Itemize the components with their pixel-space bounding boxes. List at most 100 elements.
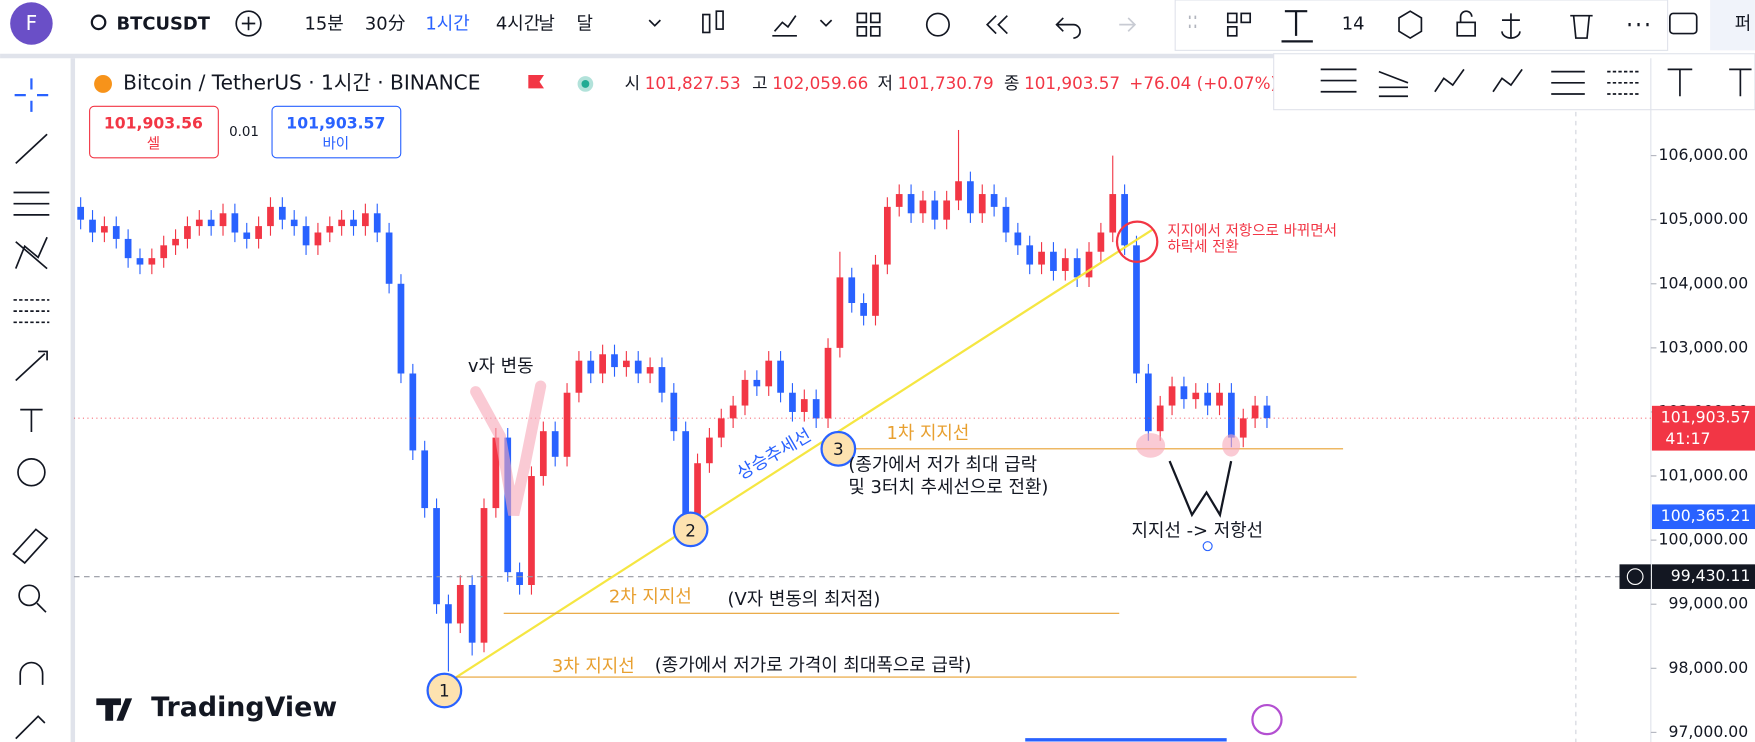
- highlight-v: [470, 380, 547, 517]
- candle-body: [1073, 258, 1081, 278]
- interval[interactable]: 30分: [365, 14, 406, 35]
- candle-body: [599, 354, 606, 374]
- ohlc-key: 고: [752, 73, 767, 93]
- avatar[interactable]: [10, 2, 53, 45]
- candle-body: [1204, 392, 1212, 406]
- interval[interactable]: 15분: [304, 14, 343, 35]
- red-circle: [1115, 220, 1159, 264]
- candle-body: [551, 431, 559, 457]
- highlight: [1222, 434, 1241, 457]
- candle-body: [1156, 405, 1164, 432]
- touch-circle: [672, 511, 709, 548]
- candle-body: [694, 463, 701, 515]
- highlight: [1136, 433, 1166, 458]
- y-tick-label: 101,000.00: [1659, 466, 1749, 485]
- interval[interactable]: 4시간: [496, 14, 540, 35]
- candle-body: [160, 245, 168, 259]
- search-icon[interactable]: [90, 14, 107, 31]
- v-arrow: [1168, 460, 1233, 518]
- annotation: 2: [685, 521, 696, 541]
- candle-body: [528, 476, 535, 585]
- candle-body: [385, 232, 393, 284]
- candle-body: [373, 213, 381, 233]
- logo: TradingView: [151, 692, 337, 723]
- candle-body: [777, 360, 784, 393]
- candle-body: [824, 347, 832, 419]
- candle-body: [931, 200, 939, 220]
- candle-body: [919, 200, 927, 214]
- symbol[interactable]: BTCUSDT: [116, 14, 210, 35]
- font-size[interactable]: 14: [1342, 14, 1365, 35]
- annotation: 3: [833, 439, 844, 459]
- candle-body: [539, 431, 547, 477]
- candle-body: [990, 194, 998, 207]
- candle-body: [1251, 405, 1259, 419]
- candle-body: [1026, 245, 1034, 265]
- interval[interactable]: 날: [538, 14, 554, 35]
- candle-body: [302, 226, 310, 246]
- y-tick-label: 103,000.00: [1659, 337, 1749, 356]
- ohlc-key: 저: [878, 73, 893, 93]
- candle-body: [907, 194, 915, 214]
- candle-body: [717, 418, 725, 438]
- candle-body: [468, 584, 476, 643]
- candle-body: [1133, 245, 1140, 374]
- candle-body: [587, 360, 595, 374]
- floating-icons: [1188, 10, 1698, 43]
- candle-body: [860, 303, 867, 316]
- candle-body: [195, 219, 203, 227]
- candle-body: [1050, 251, 1057, 271]
- annotation: (종가에서 저가 최대 급락: [848, 455, 1037, 476]
- interval[interactable]: 달: [576, 14, 592, 35]
- promo-icon[interactable]: [1251, 703, 1283, 736]
- candle-body: [789, 392, 796, 412]
- buy-button[interactable]: [271, 105, 402, 159]
- candle-body: [1014, 232, 1022, 246]
- ohlc-key: 시: [625, 73, 640, 93]
- y-tick-label: 99,000.00: [1669, 594, 1749, 613]
- sell-button[interactable]: [89, 105, 219, 159]
- avatar-letter: F: [26, 11, 38, 35]
- price-tag-label: 99,430.11: [1671, 566, 1751, 585]
- annotation: 지지선 -> 저항선: [1132, 521, 1264, 542]
- toolbar-icons: [702, 10, 1137, 39]
- candle-body: [883, 206, 891, 265]
- candle-body: [1109, 194, 1117, 233]
- flag[interactable]: [528, 74, 544, 89]
- candle-body: [706, 437, 713, 464]
- annotation: (종가에서 저가로 가격이 최대폭으로 급락): [655, 655, 972, 676]
- annotation: 지지에서 저항으로 바뀌면서: [1167, 223, 1337, 240]
- ohlc-legend: 시 101,827.53 고 102,059.66 저 101,730.79 종 101,90…: [625, 73, 1121, 93]
- candle-body: [1144, 373, 1152, 432]
- ohlc-value: 102,059.66: [772, 73, 868, 93]
- add-symbol[interactable]: [235, 10, 262, 37]
- interval-active[interactable]: 1시간: [425, 14, 469, 35]
- candle-body: [563, 392, 571, 457]
- candle-body: [800, 399, 808, 412]
- candle-body: [421, 450, 429, 509]
- candle-body: [77, 206, 85, 220]
- candle-body: [278, 206, 286, 220]
- publish-button[interactable]: [1710, 0, 1755, 51]
- candle-body: [101, 226, 108, 233]
- candle-body: [456, 584, 464, 624]
- touch-circle: [820, 430, 857, 467]
- candle-body: [326, 226, 334, 233]
- candle-body: [362, 213, 369, 227]
- candle-body: [184, 226, 191, 239]
- chevron[interactable]: [648, 19, 661, 27]
- candle-body: [231, 213, 239, 233]
- annotation: 및 3터치 추세선으로 전환): [848, 477, 1048, 498]
- annotation: v자 변동: [468, 356, 534, 377]
- candle-body: [765, 360, 773, 387]
- candle-body: [943, 200, 951, 220]
- candle-body: [872, 264, 879, 316]
- candle-body: [89, 219, 96, 233]
- candle-body: [1216, 392, 1223, 406]
- publish-label: 퍼: [1735, 14, 1751, 35]
- candle-body: [1168, 386, 1176, 406]
- candle-body: [1002, 206, 1010, 233]
- ohlc-value: 101,827.53: [645, 73, 741, 93]
- candle-body: [433, 508, 440, 605]
- candle-body: [1239, 418, 1247, 438]
